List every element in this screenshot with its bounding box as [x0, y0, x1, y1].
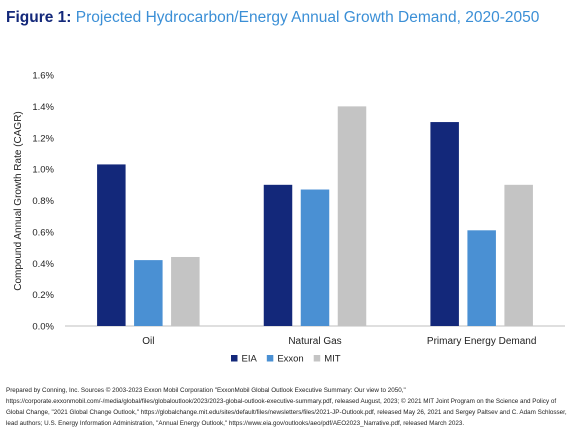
bar-exxon-oil	[134, 260, 163, 326]
legend-swatch-exxon	[266, 355, 274, 362]
category-labels: Oil Natural Gas Primary Energy Demand	[142, 336, 536, 347]
legend-label-eia: EIA	[242, 354, 258, 365]
y-tick-label: 0.2%	[32, 290, 54, 301]
y-tick-label: 1.0%	[32, 165, 54, 176]
bar-mit-primary-energy-demand	[504, 184, 533, 326]
y-tick-label: 0.6%	[32, 227, 54, 238]
y-axis-ticks: 0.0% 0.2% 0.4% 0.6% 0.8% 1.0% 1.2% 1.4% 1.6%	[32, 71, 54, 333]
legend-swatch-eia	[231, 355, 238, 362]
y-tick-label: 0.0%	[32, 322, 54, 333]
category-label: Primary Energy Demand	[427, 336, 536, 347]
bar-exxon-primary-energy-demand	[467, 230, 496, 326]
bar-eia-natural-gas	[263, 184, 293, 326]
y-tick-label: 0.4%	[32, 259, 54, 270]
category-label: Natural Gas	[288, 336, 341, 347]
figure-label-separator: :	[66, 9, 72, 26]
y-tick-label: 1.2%	[32, 133, 54, 144]
y-tick-label: 1.6%	[32, 71, 54, 82]
category-label: Oil	[142, 336, 154, 347]
bars-group	[97, 106, 533, 326]
figure-label: Figure 1	[6, 9, 67, 26]
source-note: Prepared by Conning, Inc. Sources © 2003…	[6, 387, 567, 428]
legend-label-mit: MIT	[324, 354, 341, 365]
figure-title-text: Projected Hydrocarbon/Energy Annual Grow…	[75, 9, 540, 26]
bar-eia-primary-energy-demand	[430, 122, 459, 326]
y-tick-label: 1.4%	[32, 102, 54, 113]
bar-eia-oil	[97, 164, 126, 326]
legend-label-exxon: Exxon	[277, 354, 303, 365]
legend-swatch-mit	[313, 355, 321, 362]
bar-exxon-natural-gas	[300, 189, 330, 326]
figure-title: Figure 1: Projected Hydrocarbon/Energy A…	[6, 9, 539, 27]
bar-mit-oil	[171, 256, 200, 326]
y-tick-label: 0.8%	[32, 196, 54, 207]
legend: EIA Exxon MIT	[231, 354, 341, 365]
bar-mit-natural-gas	[337, 106, 367, 326]
y-axis-label: Compound Annual Growth Rate (CAGR)	[13, 111, 24, 291]
